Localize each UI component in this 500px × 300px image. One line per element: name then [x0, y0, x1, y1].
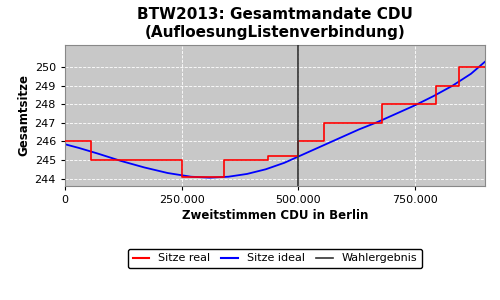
Sitze ideal [394, 112, 400, 116]
Sitze real [296, 154, 302, 158]
Sitze real [265, 158, 271, 162]
Sitze ideal [430, 94, 436, 98]
Sitze real [380, 103, 386, 106]
Sitze real [136, 158, 142, 162]
Sitze ideal [450, 84, 456, 88]
Sitze ideal [62, 142, 68, 146]
Sitze real [88, 158, 94, 162]
Sitze real [433, 84, 439, 88]
Sitze real [321, 140, 327, 143]
Sitze ideal [76, 146, 82, 150]
Sitze ideal [374, 120, 380, 124]
Sitze real [380, 121, 386, 125]
Sitze real [482, 65, 488, 69]
Sitze real [220, 158, 226, 162]
Sitze ideal [356, 128, 362, 131]
Sitze real [405, 103, 411, 106]
Sitze ideal [282, 161, 288, 165]
Sitze ideal [226, 175, 232, 178]
Sitze real [62, 140, 68, 143]
Sitze real [405, 103, 411, 106]
Sitze real [456, 84, 462, 88]
Sitze ideal [118, 159, 124, 163]
Sitze ideal [94, 152, 100, 155]
Sitze ideal [468, 72, 474, 76]
Sitze real [88, 140, 94, 143]
Sitze real [178, 175, 184, 178]
Sitze real [178, 158, 184, 162]
Sitze ideal [188, 175, 194, 178]
Sitze ideal [482, 60, 488, 64]
Sitze ideal [318, 144, 324, 148]
Sitze real [433, 103, 439, 106]
Sitze ideal [338, 136, 344, 140]
Y-axis label: Gesamtsitze: Gesamtsitze [18, 74, 30, 157]
Sitze ideal [262, 167, 268, 171]
Sitze real [321, 121, 327, 125]
Sitze ideal [142, 166, 148, 169]
Sitze real [220, 175, 226, 178]
Sitze ideal [206, 176, 212, 179]
X-axis label: Zweitstimmen CDU in Berlin: Zweitstimmen CDU in Berlin [182, 209, 368, 222]
Sitze real [349, 121, 355, 125]
Sitze real [136, 158, 142, 162]
Sitze ideal [164, 171, 170, 175]
Line: Sitze real: Sitze real [65, 67, 485, 177]
Sitze ideal [244, 172, 250, 176]
Legend: Sitze real, Sitze ideal, Wahlergebnis: Sitze real, Sitze ideal, Wahlergebnis [128, 249, 422, 268]
Title: BTW2013: Gesamtmandate CDU
(AufloesungListenverbindung): BTW2013: Gesamtmandate CDU (AufloesungLi… [137, 7, 413, 40]
Sitze ideal [412, 103, 418, 107]
Sitze real [349, 121, 355, 125]
Sitze ideal [300, 153, 306, 156]
Sitze real [296, 140, 302, 143]
Line: Sitze ideal: Sitze ideal [65, 62, 485, 178]
Sitze real [456, 65, 462, 69]
Sitze real [265, 154, 271, 158]
